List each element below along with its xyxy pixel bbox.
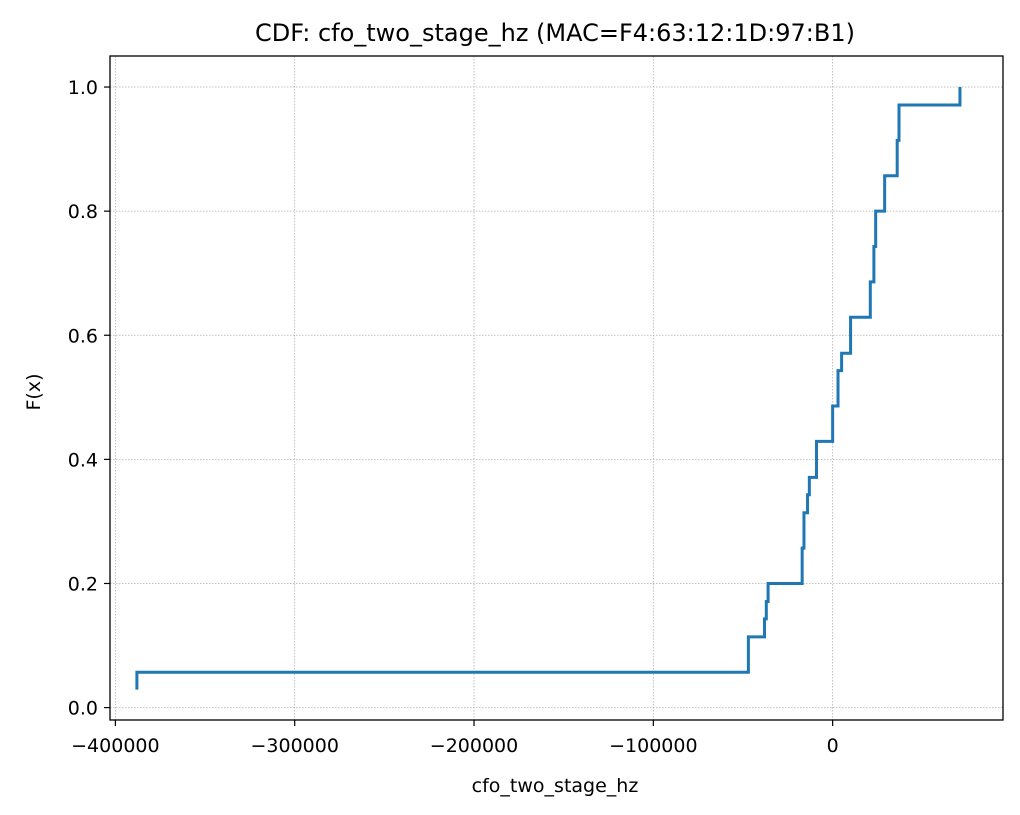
y-axis-label: F(x) [23, 374, 45, 411]
y-tick-label: 0.2 [68, 573, 98, 595]
cdf-step-line [135, 87, 962, 690]
y-tick-label: 0.8 [68, 201, 98, 223]
chart-title: CDF: cfo_two_stage_hz (MAC=F4:63:12:1D:9… [255, 19, 855, 47]
x-tick-label: 0 [827, 735, 839, 757]
x-tick-label: −300000 [250, 735, 338, 757]
data-layer [135, 87, 962, 690]
y-tick-label: 0.6 [68, 325, 98, 347]
x-tick-label: −100000 [609, 735, 697, 757]
y-tick-label: 0.0 [68, 698, 98, 720]
x-tick-label: −400000 [71, 735, 159, 757]
x-tick-label: −200000 [430, 735, 518, 757]
grid-lines [110, 56, 1003, 720]
y-tick-label: 1.0 [68, 77, 98, 99]
plot-frame [109, 55, 1004, 721]
tick-layer: −400000 −300000 −200000 −100000 0 0.0 0.2 0.4 0.… [68, 77, 839, 757]
y-tick-label: 0.4 [68, 449, 98, 471]
x-axis-label: cfo_two_stage_hz [472, 775, 639, 797]
